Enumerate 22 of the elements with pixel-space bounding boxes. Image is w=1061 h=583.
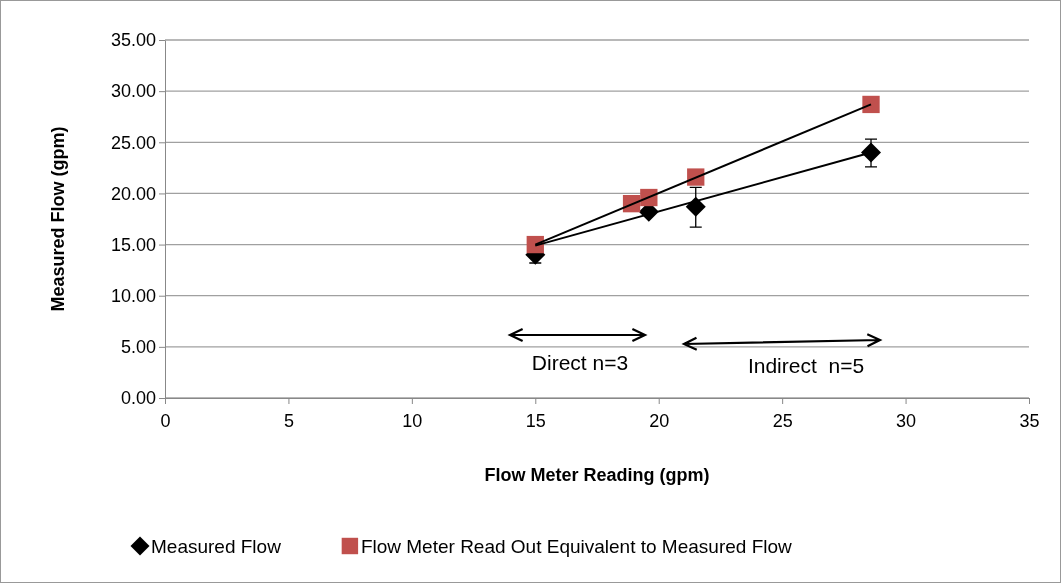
legend-label: Measured Flow (151, 536, 282, 557)
x-tick-label: 15 (525, 410, 546, 431)
y-tick-label: 15.00 (110, 234, 156, 255)
y-tick-label: 25.00 (110, 132, 156, 153)
y-axis-title: Measured Flow (gpm) (48, 126, 68, 312)
y-tick-label: 35.00 (110, 30, 156, 51)
y-tick-label: 30.00 (110, 81, 156, 102)
legend-label: Flow Meter Read Out Equivalent to Measured Flow (360, 536, 793, 557)
annotation: Direct n=3 (531, 351, 629, 374)
y-tick-label: 20.00 (110, 183, 156, 204)
x-tick-label: 10 (402, 410, 423, 431)
y-tick-label: 0.00 (120, 388, 156, 409)
y-tick-label: 10.00 (110, 285, 156, 306)
y-tick-label: 5.00 (120, 337, 156, 358)
x-tick-label: 30 (896, 410, 917, 431)
x-tick-label: 0 (160, 410, 171, 431)
x-tick-label: 35 (1019, 410, 1040, 431)
x-tick-label: 20 (649, 410, 670, 431)
x-axis-title: Flow Meter Reading (gpm) (484, 465, 710, 485)
annotation: Indirect n=5 (747, 354, 865, 377)
x-tick-label: 5 (283, 410, 294, 431)
x-tick-label: 25 (772, 410, 793, 431)
